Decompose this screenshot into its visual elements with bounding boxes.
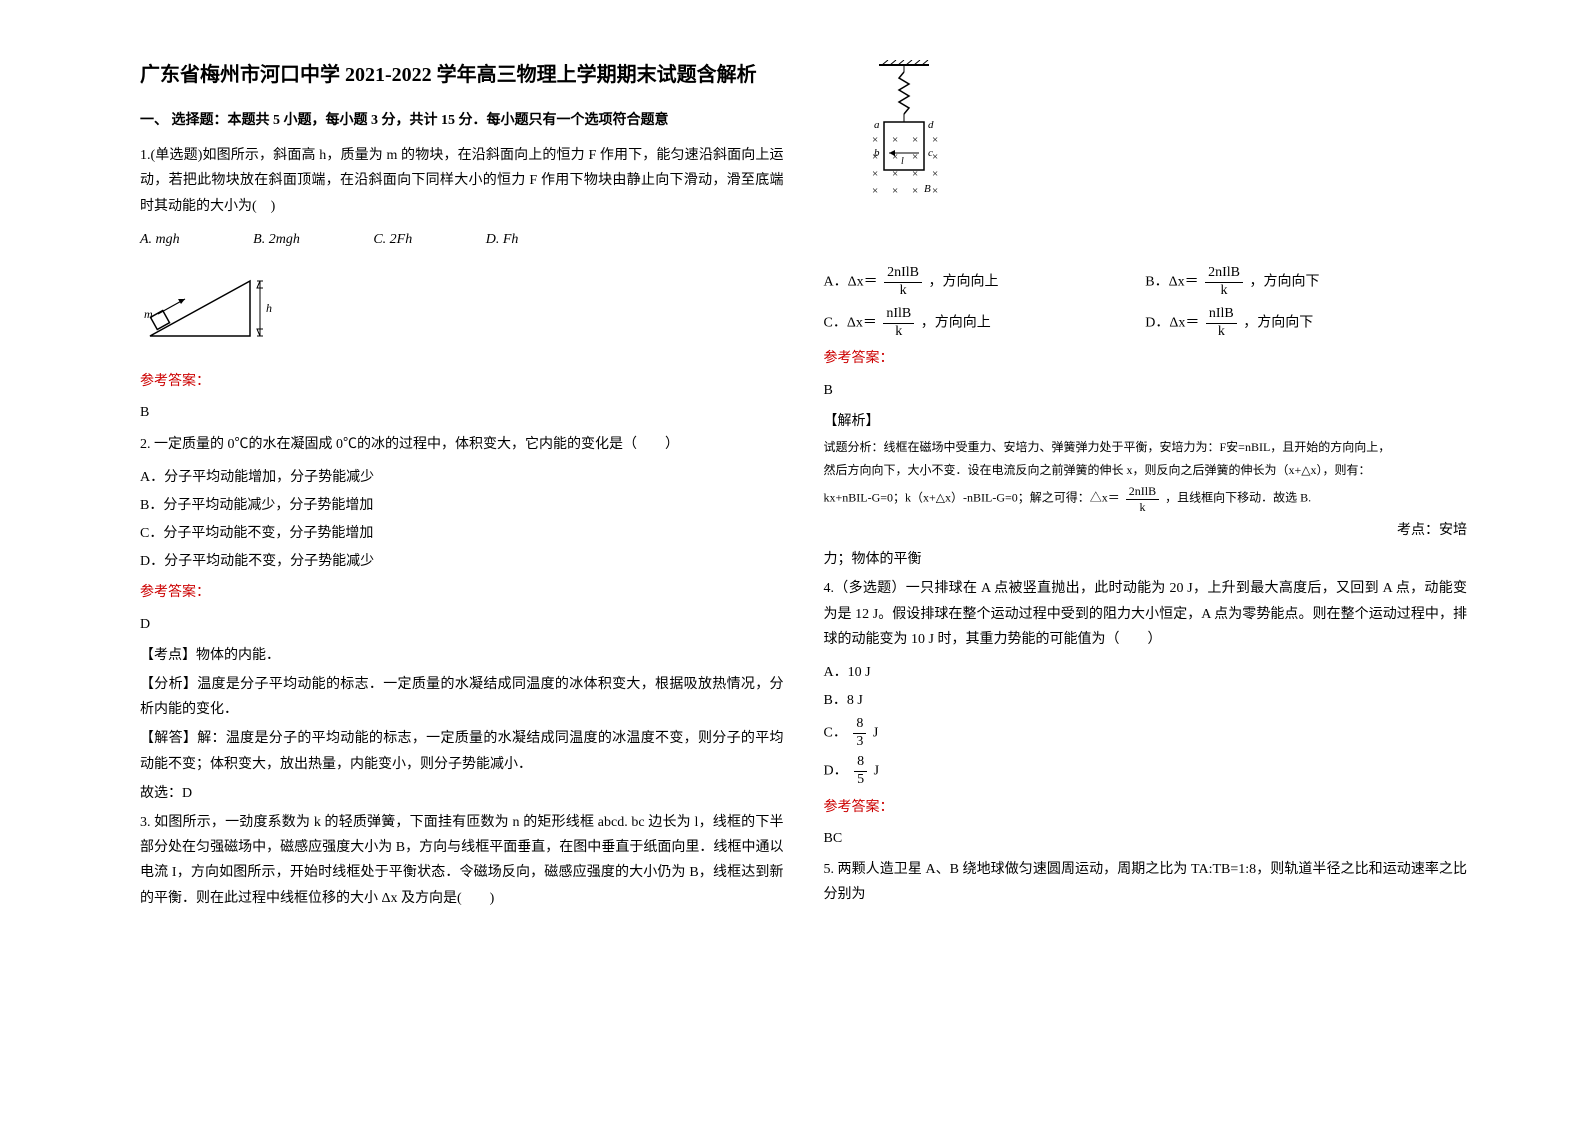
q3-jiexi-l1: 试题分析：线框在磁场中受重力、安培力、弹簧弹力处于平衡，安培力为：F安=nBIL… <box>824 438 1468 457</box>
svg-text:l: l <box>901 156 904 167</box>
q2-optB: B．分子平均动能减少，分子势能增加 <box>140 493 784 518</box>
q2-answer-label: 参考答案： <box>140 580 784 605</box>
q4-optD: D． 85 J <box>824 754 1468 789</box>
q3-optA-den: k <box>884 283 922 300</box>
q2-stem: 2. 一定质量的 0℃的水在凝固成 0℃的冰的过程中，体积变大，它内能的变化是（… <box>140 432 784 457</box>
svg-text:×: × <box>892 168 898 180</box>
svg-text:×: × <box>872 185 878 197</box>
q3-jiexi-l3: kx+nBIL-G=0；k（x+△x）-nBIL-G=0；解之可得：△x＝ 2n… <box>824 484 1468 514</box>
q1-stem: 1.(单选题)如图所示，斜面高 h，质量为 m 的物块，在沿斜面向上的恒力 F … <box>140 143 784 219</box>
q2-guxuan: 故选：D <box>140 781 784 806</box>
q3-answer-label: 参考答案： <box>824 346 1468 371</box>
q3-optB-post: ，方向向下 <box>1249 275 1319 290</box>
q3-optA-num: 2nIlB <box>884 265 922 283</box>
q3-jiexi-l2: 然后方向向下，大小不变．设在电流反向之前弹簧的伸长 x，则反向之后弹簧的伸长为（… <box>824 461 1468 480</box>
svg-text:×: × <box>872 134 878 146</box>
q3-optC-den: k <box>883 324 914 341</box>
q3-optC-num: nIlB <box>883 306 914 324</box>
q4-answer: BC <box>824 826 1468 851</box>
q3-optB-num: 2nIlB <box>1205 265 1243 283</box>
svg-text:×: × <box>892 185 898 197</box>
q3-optD-num: nIlB <box>1206 306 1237 324</box>
q3-optD: D．Δx＝ nIlBk ，方向向下 <box>1145 306 1467 341</box>
svg-text:×: × <box>912 134 918 146</box>
svg-text:×: × <box>932 134 938 146</box>
q3-jiexi-den: k <box>1126 500 1159 514</box>
q3-kaodian-left: 力；物体的平衡 <box>824 547 1468 572</box>
left-column: 广东省梅州市河口中学 2021-2022 学年高三物理上学期期末试题含解析 一、… <box>120 60 804 1082</box>
q4-optC-post: J <box>873 726 878 741</box>
q4-optC: C． 83 J <box>824 716 1468 751</box>
q3-kaodian-right: 考点：安培 <box>824 518 1468 543</box>
q3-optA: A．Δx＝ 2nIlBk ，方向向上 <box>824 265 1146 300</box>
q4-optC-den: 3 <box>853 734 866 751</box>
q3-optB: B．Δx＝ 2nIlBk ，方向向下 <box>1145 265 1467 300</box>
q2-optC: C．分子平均动能不变，分子势能增加 <box>140 521 784 546</box>
q4-optC-pre: C． <box>824 726 847 741</box>
q3-figure-spring: a d b c ×××× ×××× ×××× ×××× B l <box>844 60 964 240</box>
q3-optC: C．Δx＝ nIlBk ，方向向上 <box>824 306 1146 341</box>
q4-optD-num: 8 <box>854 754 867 772</box>
q3-optD-den: k <box>1206 324 1237 341</box>
q4-optD-post: J <box>874 764 879 779</box>
svg-text:a: a <box>874 119 880 131</box>
q2-jieda: 【解答】解：温度是分子的平均动能的标志，一定质量的水凝结成同温度的冰温度不变，则… <box>140 726 784 776</box>
q1-answer: B <box>140 400 784 425</box>
svg-text:×: × <box>872 168 878 180</box>
svg-text:B: B <box>924 183 931 195</box>
q3-optC-pre: C．Δx＝ <box>824 315 877 330</box>
q3-answer: B <box>824 378 1468 403</box>
q1-figure-incline: h m <box>140 266 280 346</box>
exam-title: 广东省梅州市河口中学 2021-2022 学年高三物理上学期期末试题含解析 <box>140 60 784 90</box>
svg-text:d: d <box>928 119 934 131</box>
svg-text:×: × <box>932 185 938 197</box>
q4-answer-label: 参考答案： <box>824 795 1468 820</box>
q3-optD-pre: D．Δx＝ <box>1145 315 1199 330</box>
svg-text:×: × <box>892 134 898 146</box>
svg-text:×: × <box>932 168 938 180</box>
q4-optD-pre: D． <box>824 764 848 779</box>
q3-optA-post: ，方向向上 <box>929 275 999 290</box>
q3-options-row1: A．Δx＝ 2nIlBk ，方向向上 B．Δx＝ 2nIlBk ，方向向下 <box>824 265 1468 300</box>
svg-text:h: h <box>266 301 272 315</box>
svg-text:×: × <box>912 168 918 180</box>
q4-optD-den: 5 <box>854 772 867 789</box>
q2-optA: A．分子平均动能增加，分子势能减少 <box>140 465 784 490</box>
q1-optA: A. mgh <box>140 227 180 252</box>
svg-text:×: × <box>872 151 878 163</box>
q1-optC: C. 2Fh <box>373 227 412 252</box>
q1-options: A. mgh B. 2mgh C. 2Fh D. Fh <box>140 227 784 252</box>
q2-optD: D．分子平均动能不变，分子势能减少 <box>140 549 784 574</box>
q4-stem: 4.（多选题）一只排球在 A 点被竖直抛出，此时动能为 20 J，上升到最大高度… <box>824 576 1468 652</box>
q2-answer: D <box>140 612 784 637</box>
svg-text:×: × <box>932 151 938 163</box>
q3-optD-post: ，方向向下 <box>1243 315 1313 330</box>
q4-optB: B．8 J <box>824 688 1468 713</box>
q1-optB: B. 2mgh <box>253 227 300 252</box>
q3-jiexi-l3b: ，且线框向下移动．故选 B. <box>1165 491 1311 505</box>
q2-kaodian: 【考点】物体的内能． <box>140 643 784 668</box>
q1-optD: D. Fh <box>486 227 519 252</box>
q3-optB-pre: B．Δx＝ <box>1145 275 1198 290</box>
q3-jiexi-label: 【解析】 <box>824 409 1468 434</box>
q3-optB-den: k <box>1205 283 1243 300</box>
q1-answer-label: 参考答案： <box>140 369 784 394</box>
q2-fenxi: 【分析】温度是分子平均动能的标志．一定质量的水凝结成同温度的冰体积变大，根据吸放… <box>140 672 784 722</box>
section-1-header: 一、 选择题：本题共 5 小题，每小题 3 分，共计 15 分．每小题只有一个选… <box>140 108 784 133</box>
q3-optC-post: ，方向向上 <box>921 315 991 330</box>
q3-options-row2: C．Δx＝ nIlBk ，方向向上 D．Δx＝ nIlBk ，方向向下 <box>824 306 1468 341</box>
q4-optC-num: 8 <box>853 716 866 734</box>
right-column: a d b c ×××× ×××× ×××× ×××× B l A．Δx＝ 2n… <box>804 60 1488 1082</box>
q3-stem: 3. 如图所示，一劲度系数为 k 的轻质弹簧，下面挂有匝数为 n 的矩形线框 a… <box>140 810 784 911</box>
q4-optA: A．10 J <box>824 660 1468 685</box>
q3-jiexi-num: 2nIlB <box>1126 484 1159 499</box>
q3-jiexi-l3a: kx+nBIL-G=0；k（x+△x）-nBIL-G=0；解之可得：△x＝ <box>824 491 1120 505</box>
svg-text:m: m <box>144 307 153 321</box>
svg-text:×: × <box>912 185 918 197</box>
q5-stem: 5. 两颗人造卫星 A、B 绕地球做匀速圆周运动，周期之比为 TA:TB=1:8… <box>824 857 1468 907</box>
q3-optA-pre: A．Δx＝ <box>824 275 878 290</box>
